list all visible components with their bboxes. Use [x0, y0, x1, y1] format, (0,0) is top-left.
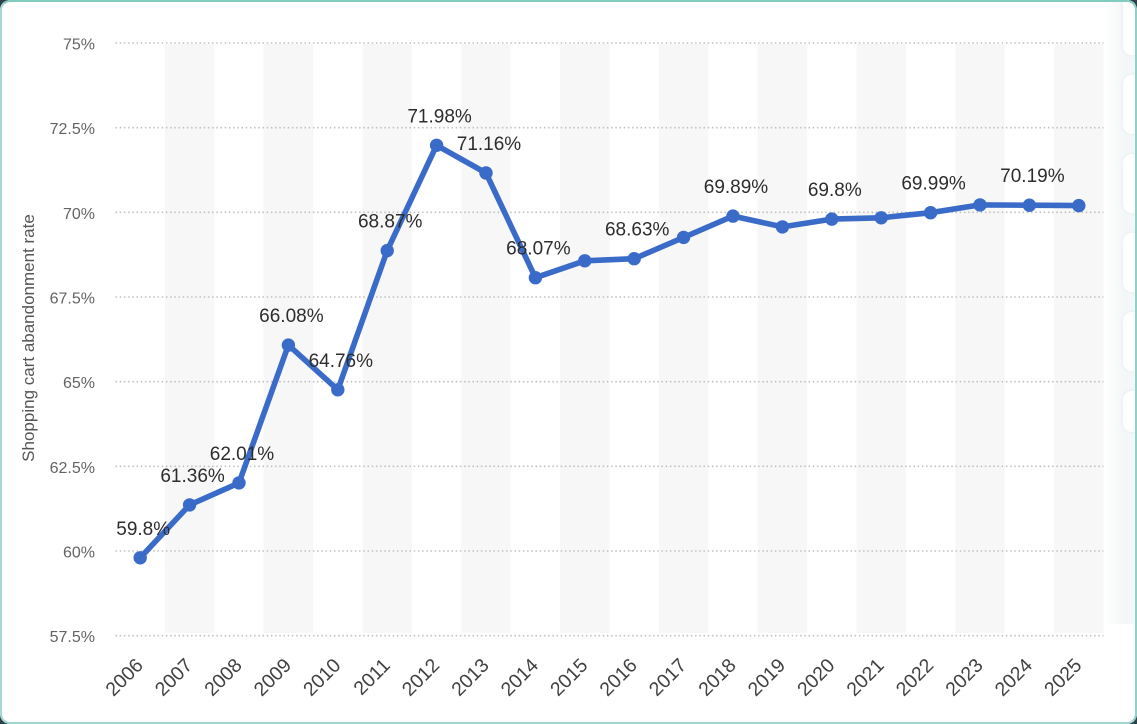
svg-text:2012: 2012 [398, 654, 444, 700]
svg-text:2016: 2016 [595, 654, 641, 700]
svg-text:75%: 75% [63, 37, 95, 54]
svg-text:2018: 2018 [694, 654, 740, 700]
svg-text:64.76%: 64.76% [309, 351, 374, 372]
svg-text:59.8%: 59.8% [116, 519, 170, 540]
svg-text:62.5%: 62.5% [50, 460, 95, 477]
svg-text:69.8%: 69.8% [808, 180, 862, 201]
svg-text:71.16%: 71.16% [457, 134, 522, 155]
svg-text:70%: 70% [63, 206, 95, 223]
svg-text:2008: 2008 [200, 654, 246, 700]
svg-text:2006: 2006 [101, 654, 147, 700]
svg-text:2014: 2014 [497, 654, 543, 700]
svg-text:69.99%: 69.99% [901, 174, 966, 195]
svg-text:68.87%: 68.87% [358, 212, 423, 233]
svg-text:57.5%: 57.5% [50, 629, 95, 646]
svg-text:2017: 2017 [645, 654, 691, 700]
svg-text:68.07%: 68.07% [506, 239, 571, 260]
svg-text:2022: 2022 [892, 654, 938, 700]
svg-text:2015: 2015 [546, 654, 592, 700]
svg-text:2020: 2020 [793, 654, 839, 700]
svg-text:2024: 2024 [991, 654, 1037, 700]
svg-text:69.89%: 69.89% [704, 177, 769, 198]
svg-text:2019: 2019 [744, 654, 790, 700]
svg-text:71.98%: 71.98% [407, 106, 472, 127]
svg-text:2025: 2025 [1040, 654, 1086, 700]
svg-text:65%: 65% [63, 375, 95, 392]
svg-text:61.36%: 61.36% [160, 466, 225, 487]
svg-text:Shopping cart abandonment rate: Shopping cart abandonment rate [19, 214, 38, 462]
svg-text:2013: 2013 [447, 654, 493, 700]
svg-text:62.01%: 62.01% [210, 444, 275, 465]
svg-text:67.5%: 67.5% [50, 291, 95, 308]
svg-text:66.08%: 66.08% [259, 306, 324, 327]
svg-text:70.19%: 70.19% [1000, 166, 1065, 187]
svg-text:60%: 60% [63, 545, 95, 562]
svg-text:2011: 2011 [350, 654, 395, 699]
svg-text:2021: 2021 [842, 654, 888, 700]
svg-text:2007: 2007 [151, 654, 197, 700]
svg-text:2009: 2009 [250, 654, 296, 700]
svg-text:72.5%: 72.5% [50, 121, 95, 138]
svg-text:68.63%: 68.63% [605, 220, 670, 241]
svg-text:2010: 2010 [299, 654, 345, 700]
svg-text:2023: 2023 [941, 654, 987, 700]
